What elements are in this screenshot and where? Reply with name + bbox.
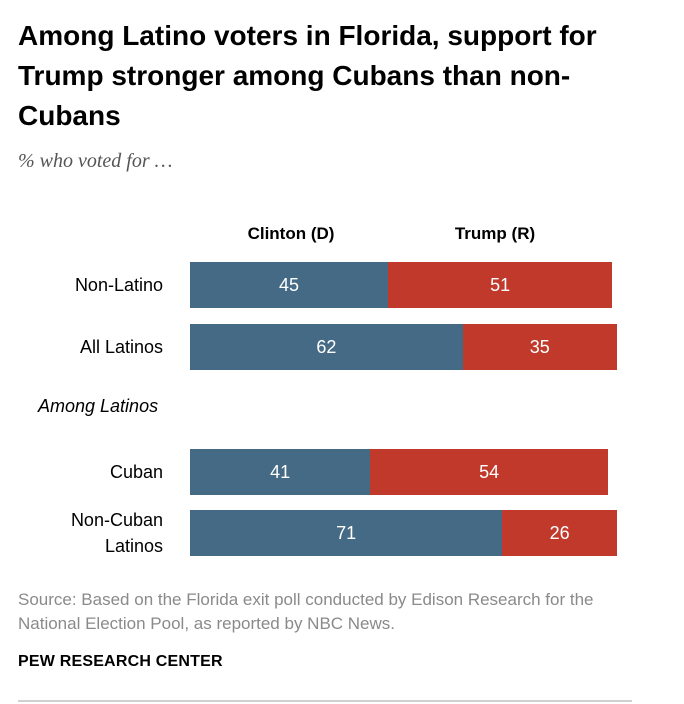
chart-subtitle: % who voted for … (18, 150, 173, 172)
value-label-trump-non-latino: 51 (490, 274, 511, 295)
row-label-line-2: Latinos (104, 536, 163, 556)
row-label-non-cuban-latinos: Non-Cuban Latinos (20, 507, 163, 559)
value-label-clinton-cuban: 41 (270, 461, 291, 482)
bottom-rule (18, 700, 632, 702)
value-label-clinton-non-cuban-latinos: 71 (336, 522, 357, 543)
row-label-line-1: Non-Cuban (70, 510, 163, 530)
row-label-non-latino: Non-Latino (74, 275, 163, 295)
value-label-trump-non-cuban-latinos: 26 (549, 522, 570, 543)
chart-title: Among Latino voters in Florida, support … (18, 20, 597, 131)
legend-clinton: Clinton (D) (247, 224, 335, 243)
bar-trump-non-cuban-latinos: 26 (502, 510, 617, 556)
row-label-cuban: Cuban (109, 462, 163, 482)
value-label-clinton-all-latinos: 62 (316, 336, 337, 357)
bar-trump-non-latino: 51 (388, 262, 613, 308)
bar-trump-cuban: 54 (370, 449, 608, 495)
section-label-among-latinos: Among Latinos (38, 396, 159, 416)
bar-clinton-non-cuban-latinos: 71 (190, 510, 503, 556)
source-note: Source: Based on the Florida exit poll c… (18, 590, 594, 633)
bar-clinton-all-latinos: 62 (190, 324, 463, 370)
value-label-trump-cuban: 54 (479, 461, 500, 482)
value-label-clinton-non-latino: 45 (278, 274, 300, 295)
bar-clinton-cuban: 41 (190, 449, 371, 495)
brand-label: PEW RESEARCH CENTER (18, 653, 223, 670)
row-label-all-latinos: All Latinos (79, 337, 163, 357)
legend-trump: Trump (R) (454, 224, 536, 243)
bar-clinton-non-latino: 45 (190, 262, 388, 308)
bar-trump-all-latinos: 35 (462, 324, 617, 370)
value-label-trump-all-latinos: 35 (529, 336, 550, 357)
